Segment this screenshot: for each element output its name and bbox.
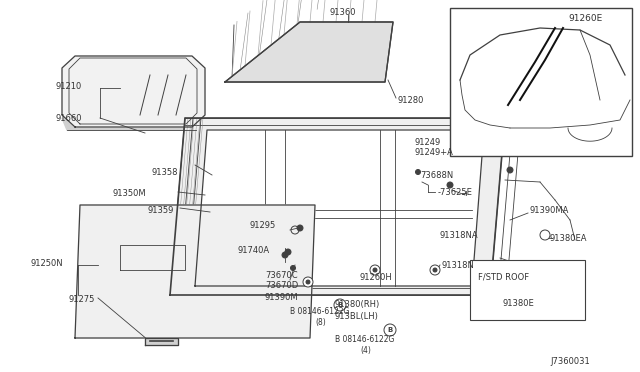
Circle shape — [282, 252, 288, 258]
Text: 91275: 91275 — [68, 295, 94, 305]
Polygon shape — [62, 118, 204, 130]
Text: 91249+A: 91249+A — [415, 148, 454, 157]
Circle shape — [297, 225, 303, 231]
Text: 73688N: 73688N — [420, 170, 453, 180]
Polygon shape — [195, 130, 484, 286]
Polygon shape — [170, 118, 505, 295]
Bar — [470, 260, 585, 320]
Circle shape — [540, 230, 550, 240]
Text: B: B — [387, 327, 392, 333]
Circle shape — [415, 170, 420, 174]
Polygon shape — [75, 205, 315, 338]
Text: 91380(RH): 91380(RH) — [335, 301, 380, 310]
Text: B: B — [337, 302, 342, 308]
Text: 91380E: 91380E — [503, 298, 535, 308]
Text: 91740A: 91740A — [237, 246, 269, 254]
Bar — [450, 8, 632, 156]
Circle shape — [433, 268, 437, 272]
Text: 91380EA: 91380EA — [550, 234, 588, 243]
Text: B 08146-6122G: B 08146-6122G — [335, 336, 394, 344]
Text: 73670C: 73670C — [265, 270, 298, 279]
Text: 91390MA: 91390MA — [530, 205, 570, 215]
Circle shape — [370, 265, 380, 275]
Text: B 08146-6122G: B 08146-6122G — [290, 308, 349, 317]
Text: F/STD ROOF: F/STD ROOF — [478, 273, 529, 282]
Text: 91260H: 91260H — [360, 273, 393, 282]
Text: 91295: 91295 — [250, 221, 276, 230]
Text: 91660: 91660 — [55, 113, 81, 122]
Text: 91260E: 91260E — [568, 13, 602, 22]
Text: 73670D: 73670D — [265, 282, 298, 291]
Text: 91210: 91210 — [55, 81, 81, 90]
Circle shape — [285, 249, 291, 255]
Text: 91318N: 91318N — [442, 260, 475, 269]
Circle shape — [447, 182, 453, 188]
Polygon shape — [145, 338, 178, 345]
Text: 91359: 91359 — [148, 205, 174, 215]
Text: -73625E: -73625E — [438, 187, 473, 196]
Text: 91318NA: 91318NA — [440, 231, 479, 240]
Text: J7360031: J7360031 — [550, 357, 590, 366]
Text: 91350M: 91350M — [112, 189, 146, 198]
Circle shape — [384, 324, 396, 336]
Circle shape — [334, 299, 346, 311]
Circle shape — [303, 277, 313, 287]
Polygon shape — [225, 22, 393, 82]
Polygon shape — [225, 22, 393, 82]
Circle shape — [373, 268, 377, 272]
Text: 91390M: 91390M — [265, 294, 299, 302]
Text: 91280: 91280 — [398, 96, 424, 105]
Text: 913BL(LH): 913BL(LH) — [335, 311, 379, 321]
Polygon shape — [62, 56, 205, 127]
Text: 91249: 91249 — [415, 138, 441, 147]
Circle shape — [507, 167, 513, 173]
Circle shape — [306, 280, 310, 284]
Text: 91250N: 91250N — [30, 260, 63, 269]
Circle shape — [552, 20, 561, 29]
Circle shape — [486, 296, 498, 308]
Text: 91358: 91358 — [152, 167, 179, 176]
Text: (8): (8) — [315, 317, 326, 327]
Circle shape — [291, 266, 296, 270]
Circle shape — [430, 265, 440, 275]
Text: (4): (4) — [360, 346, 371, 355]
Text: 91360: 91360 — [330, 7, 356, 16]
